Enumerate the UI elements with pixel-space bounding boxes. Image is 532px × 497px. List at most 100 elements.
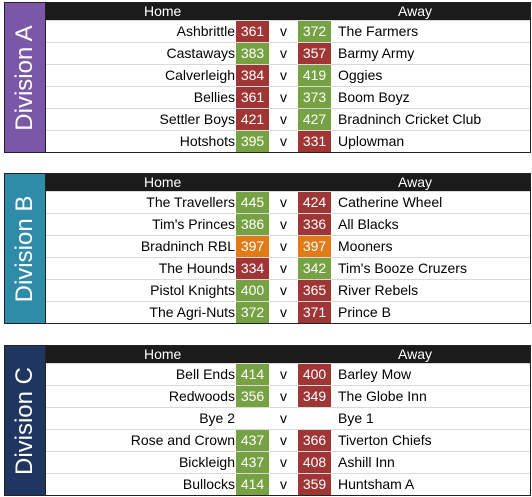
away-score: 424 (298, 192, 331, 213)
versus-label: v (280, 304, 287, 320)
division-c: Division C Home Away Bell Ends 414 v 400… (4, 345, 531, 496)
home-team: Redwoods (168, 388, 235, 404)
versus-label: v (280, 366, 287, 382)
header-home: Home (144, 174, 182, 190)
versus-label: v (280, 410, 287, 426)
versus-label: v (280, 282, 287, 298)
home-score: 372 (236, 302, 269, 323)
away-team: Oggies (338, 67, 383, 83)
match-row: Bellies 361 v 373 Boom Boyz (46, 86, 530, 108)
home-team: Bellies (193, 89, 235, 105)
home-team: Bell Ends (175, 366, 235, 382)
home-team: The Hounds (158, 260, 235, 276)
match-row: Bradninch RBL 397 v 397 Mooners (46, 235, 530, 257)
home-team: Bye 2 (199, 410, 235, 426)
header-home: Home (144, 3, 182, 19)
match-row: Calverleigh 384 v 419 Oggies (46, 64, 530, 86)
division-c-label: Division C (11, 366, 38, 475)
header-away: Away (398, 3, 432, 19)
match-row: Redwoods 356 v 349 The Globe Inn (46, 385, 530, 407)
match-row: The Travellers 445 v 424 Catherine Wheel (46, 191, 530, 213)
home-score: 437 (236, 430, 269, 451)
home-score: 395 (236, 131, 269, 152)
away-team: Bye 1 (338, 410, 374, 426)
home-team: Bickleigh (178, 454, 235, 470)
versus-label: v (280, 388, 287, 404)
home-team: Castaways (166, 45, 235, 61)
home-score: 383 (236, 43, 269, 64)
division-a-label-block: Division A (4, 2, 46, 153)
away-score: 372 (298, 21, 331, 42)
away-score: 408 (298, 452, 331, 473)
home-score: 361 (236, 87, 269, 108)
match-row: Rose and Crown 437 v 366 Tiverton Chiefs (46, 429, 530, 451)
away-score: 373 (298, 87, 331, 108)
away-team: The Globe Inn (338, 388, 427, 404)
versus-label: v (280, 89, 287, 105)
away-score: 397 (298, 236, 331, 257)
versus-label: v (280, 67, 287, 83)
match-row: Tim's Princes 386 v 336 All Blacks (46, 213, 530, 235)
home-team: Bradninch RBL (140, 238, 235, 254)
home-score: 356 (236, 386, 269, 407)
away-score: 365 (298, 280, 331, 301)
away-score: 427 (298, 109, 331, 130)
match-row: The Agri-Nuts 372 v 371 Prince B (46, 301, 530, 323)
match-row: Pistol Knights 400 v 365 River Rebels (46, 279, 530, 301)
away-team: Tim's Booze Cruzers (338, 260, 467, 276)
away-score (298, 408, 331, 429)
match-row: Ashbrittle 361 v 372 The Farmers (46, 20, 530, 42)
home-team: The Travellers (146, 194, 235, 210)
away-team: Barley Mow (338, 366, 412, 382)
division-b: Division B Home Away The Travellers 445 … (4, 173, 531, 324)
away-score: 366 (298, 430, 331, 451)
home-team: Tim's Princes (151, 216, 235, 232)
away-team: Prince B (338, 304, 391, 320)
home-team: Ashbrittle (176, 23, 235, 39)
away-score: 400 (298, 364, 331, 385)
away-score: 359 (298, 474, 331, 495)
home-team: Rose and Crown (130, 432, 235, 448)
home-score: 397 (236, 236, 269, 257)
versus-label: v (280, 216, 287, 232)
away-team: Catherine Wheel (338, 194, 443, 210)
versus-label: v (280, 454, 287, 470)
versus-label: v (280, 23, 287, 39)
away-team: Huntsham A (338, 476, 415, 492)
versus-label: v (280, 476, 287, 492)
home-team: The Agri-Nuts (149, 304, 235, 320)
home-score: 400 (236, 280, 269, 301)
home-score: 361 (236, 21, 269, 42)
away-team: All Blacks (338, 216, 399, 232)
away-team: The Farmers (338, 23, 419, 39)
home-score: 334 (236, 258, 269, 279)
away-score: 419 (298, 65, 331, 86)
match-row: Castaways 383 v 357 Barmy Army (46, 42, 530, 64)
match-row: Settler Boys 421 v 427 Bradninch Cricket… (46, 108, 530, 130)
versus-label: v (280, 45, 287, 61)
match-row: Hotshots 395 v 331 Uplowman (46, 130, 530, 152)
home-score: 445 (236, 192, 269, 213)
home-team: Bullocks (182, 476, 235, 492)
away-team: Uplowman (338, 133, 405, 149)
home-score: 437 (236, 452, 269, 473)
division-a: Division A Home Away Ashbrittle 361 v 37… (4, 2, 531, 153)
division-b-header: Home Away (46, 174, 530, 191)
match-row: Bell Ends 414 v 400 Barley Mow (46, 363, 530, 385)
header-away: Away (398, 174, 432, 190)
away-score: 371 (298, 302, 331, 323)
match-row: The Hounds 334 v 342 Tim's Booze Cruzers (46, 257, 530, 279)
home-score: 384 (236, 65, 269, 86)
versus-label: v (280, 260, 287, 276)
division-b-label-block: Division B (4, 173, 46, 324)
header-home: Home (144, 346, 182, 362)
away-score: 342 (298, 258, 331, 279)
away-team: Boom Boyz (338, 89, 410, 105)
home-team: Calverleigh (164, 67, 235, 83)
away-team: Tiverton Chiefs (338, 432, 432, 448)
away-score: 349 (298, 386, 331, 407)
home-team: Hotshots (179, 133, 235, 149)
home-team: Settler Boys (159, 111, 235, 127)
away-team: Barmy Army (338, 45, 415, 61)
division-a-label: Division A (11, 24, 38, 131)
